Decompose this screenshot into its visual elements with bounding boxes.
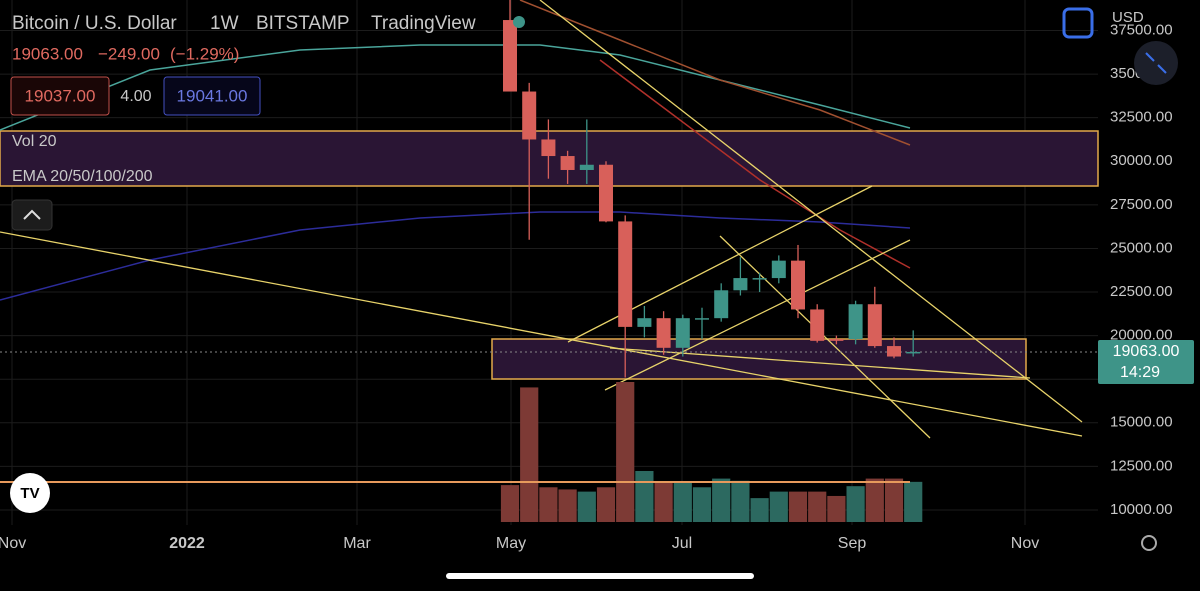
change-pct: (−1.29%) — [170, 44, 239, 63]
x-axis-label: Nov — [1011, 535, 1039, 552]
candle-body — [867, 304, 882, 347]
candle-body — [695, 318, 709, 320]
volume-bar — [596, 487, 616, 522]
volume-bar — [635, 470, 654, 522]
volume-bar — [673, 481, 692, 522]
status-dot — [513, 16, 525, 28]
bid[interactable]: 19037.00 — [25, 86, 96, 105]
volume-bar — [577, 491, 596, 522]
candle-body — [637, 318, 652, 327]
volume-bar — [846, 486, 865, 522]
candle-body — [906, 351, 921, 354]
symbol: Bitcoin / U.S. Dollar — [12, 13, 177, 34]
volume-bar — [654, 481, 673, 522]
candle-body — [579, 164, 594, 170]
x-axis-label: Nov — [0, 535, 26, 552]
collapse-button[interactable] — [11, 199, 53, 231]
candle-body — [656, 318, 671, 348]
source: TradingView — [371, 13, 476, 34]
change: −249.00 — [98, 44, 160, 63]
price-tag-price: 19063.00 — [1113, 343, 1180, 360]
y-tick-label: 12500.00 — [1110, 457, 1173, 474]
y-tick-label: 27500.00 — [1110, 196, 1173, 213]
ema-lines — [0, 0, 911, 301]
currency[interactable]: USD — [1112, 9, 1144, 26]
y-tick-label: 25000.00 — [1110, 239, 1173, 256]
volume-bar — [692, 487, 712, 522]
settings-icon[interactable] — [1141, 535, 1157, 551]
indicator-ema[interactable]: EMA 20/50/100/200 — [12, 168, 153, 185]
shrink-button[interactable] — [1134, 41, 1178, 85]
y-tick-label: 37500.00 — [1110, 21, 1173, 38]
home-indicator — [446, 573, 754, 579]
chevron-up — [23, 209, 41, 220]
indicator-vol[interactable]: Vol 20 — [12, 133, 57, 150]
shrink-icon — [1145, 52, 1167, 74]
candle-body — [733, 278, 748, 291]
fullscreen-button[interactable] — [1062, 7, 1094, 39]
candle-body — [810, 309, 825, 341]
tv-logo[interactable] — [10, 473, 50, 513]
price-tag — [1098, 340, 1194, 384]
x-axis-label: May — [496, 535, 526, 552]
volume-bar — [865, 478, 884, 522]
volume-bar — [558, 489, 577, 522]
candle-body — [791, 260, 805, 310]
candle-body — [675, 318, 690, 348]
y-tick-label: 32500.00 — [1110, 109, 1173, 126]
candle-body — [503, 20, 517, 92]
header: Bitcoin / U.S. Dollar 1W BITSTAMP Tradin… — [10, 13, 525, 231]
candle-body — [829, 339, 844, 341]
candle-body — [560, 156, 575, 170]
ask-box[interactable] — [163, 76, 261, 116]
y-tick-label: 30000.00 — [1110, 152, 1173, 169]
ask[interactable]: 19041.00 — [177, 86, 248, 105]
volume-bar — [539, 487, 558, 522]
x-axis-label: Mar — [343, 535, 371, 552]
y-tick-label: 20000.00 — [1110, 327, 1173, 344]
countdown: 14:29 — [1120, 364, 1160, 381]
spread: 4.00 — [120, 88, 151, 105]
volume-bar — [520, 387, 539, 522]
candle-body — [771, 260, 786, 279]
candle-body — [848, 304, 863, 340]
y-tick-label: 15000.00 — [1110, 414, 1173, 431]
volume-bar — [788, 491, 808, 522]
x-axis-label: Jul — [672, 535, 692, 552]
x-axis-label: Sep — [838, 535, 867, 552]
y-tick-label: 10000.00 — [1110, 501, 1173, 518]
y-tick-label: 22500.00 — [1110, 283, 1173, 300]
volume-bar — [769, 491, 788, 522]
volume-bar — [500, 485, 520, 522]
volume-bar — [616, 382, 635, 522]
candle-body — [887, 346, 901, 357]
volume-bar — [827, 495, 846, 522]
candle-body — [714, 290, 729, 319]
last-price: 19063.00 — [12, 44, 83, 63]
volume-bar — [808, 491, 827, 522]
bid-box[interactable] — [10, 76, 110, 116]
volume-bar — [731, 480, 750, 522]
candle-body — [522, 91, 537, 140]
interval: 1W — [210, 13, 239, 34]
candle-body — [618, 221, 633, 327]
candle-body — [541, 139, 556, 157]
x-axis-label: 2022 — [169, 535, 205, 552]
volume-bar — [712, 478, 731, 522]
volume-bar — [904, 481, 923, 522]
volume-bar — [884, 478, 904, 522]
tv-logo-mark: TV — [20, 485, 39, 502]
volume-bar — [750, 498, 769, 522]
exchange: BITSTAMP — [256, 13, 350, 34]
candle-body — [752, 278, 767, 280]
candle-body — [599, 164, 613, 222]
